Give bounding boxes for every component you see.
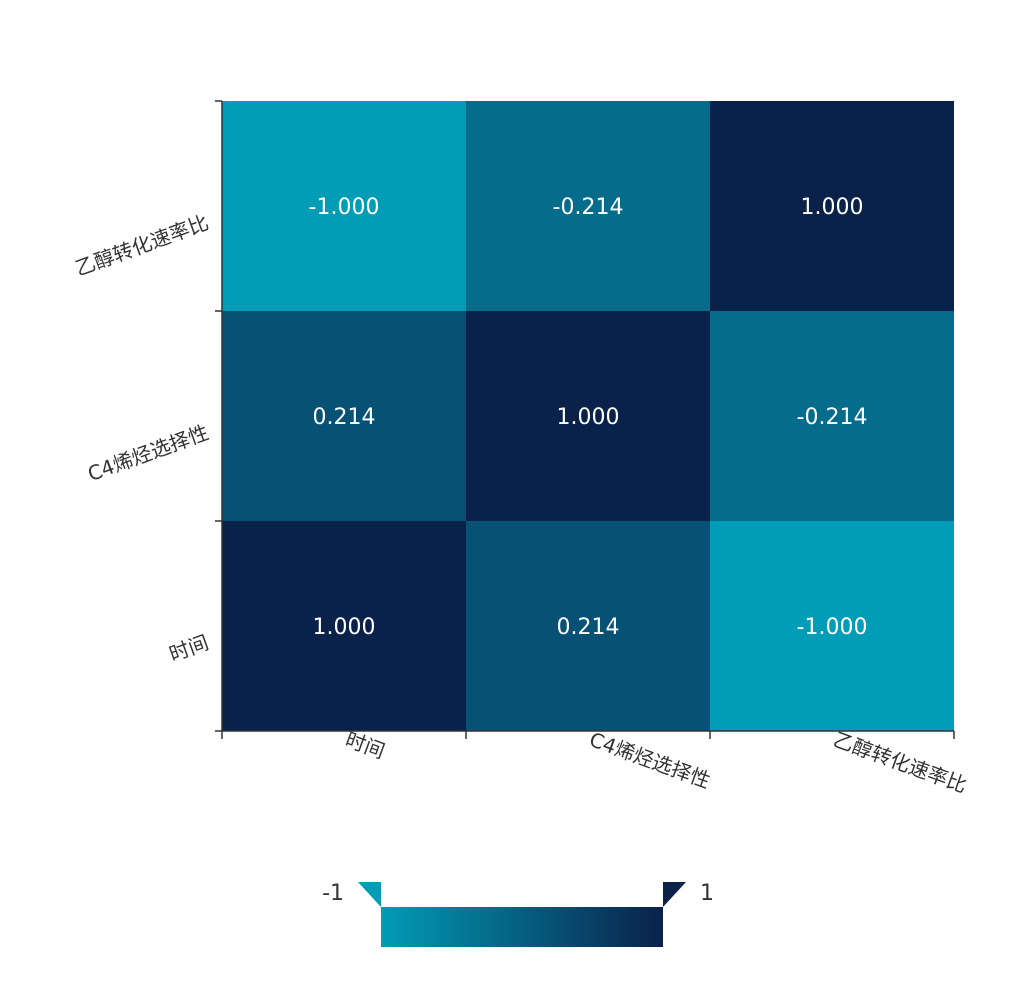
heatmap-cell[interactable]: [710, 521, 954, 731]
legend-max-handle[interactable]: [663, 882, 686, 907]
heatmap-cell[interactable]: [466, 101, 710, 311]
heatmap-cell[interactable]: [466, 521, 710, 731]
heatmap-cell[interactable]: [222, 101, 466, 311]
x-axis-ticks: 时间 C4烯烃选择性 乙醇转化速率比: [342, 727, 970, 797]
cell-value-label: 1.000: [557, 405, 620, 430]
y-axis-ticks: 时间 C4烯烃选择性 乙醇转化速率比: [72, 210, 212, 666]
legend-min-label: -1: [322, 881, 344, 906]
heatmap-cell[interactable]: [710, 311, 954, 521]
heatmap-cells: 1.000 0.214 -1.000 0.214 1.000 -0.214 -1.000 -0…: [222, 101, 954, 731]
cell-value-label: -0.214: [797, 405, 868, 430]
heatmap-cell[interactable]: [710, 101, 954, 311]
y-tick-label: 时间: [166, 630, 212, 666]
heatmap-cell[interactable]: [222, 521, 466, 731]
heatmap-cell[interactable]: [222, 311, 466, 521]
cell-value-label: -1.000: [309, 195, 380, 220]
legend-max-label: 1: [700, 881, 714, 906]
heatmap-axes: [215, 100, 955, 739]
cell-value-label: 0.214: [313, 405, 376, 430]
color-legend[interactable]: -1 1: [322, 881, 714, 947]
legend-gradient-bar[interactable]: [381, 907, 663, 947]
x-tick-label: 乙醇转化速率比: [830, 727, 970, 797]
y-tick-label: 乙醇转化速率比: [72, 210, 212, 280]
cell-value-label: 1.000: [801, 195, 864, 220]
cell-value-label: 1.000: [313, 615, 376, 640]
cell-value-label: -0.214: [553, 195, 624, 220]
x-tick-label: C4烯烃选择性: [586, 727, 713, 793]
cell-value-label: 0.214: [557, 615, 620, 640]
x-tick-label: 时间: [342, 727, 388, 763]
heatmap-cell[interactable]: [466, 311, 710, 521]
cell-value-label: -1.000: [797, 615, 868, 640]
legend-min-handle[interactable]: [358, 882, 381, 907]
y-tick-label: C4烯烃选择性: [84, 420, 211, 486]
